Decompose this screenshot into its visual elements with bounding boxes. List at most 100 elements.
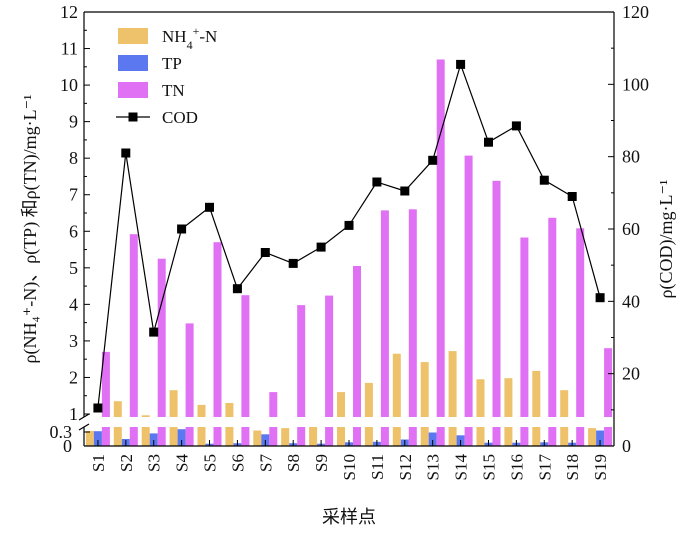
left-tick-label-10: 10: [60, 75, 78, 95]
right-tick-label-80: 80: [622, 147, 640, 167]
axis-break-mark-lower: [78, 423, 90, 431]
bar-nh4n-s7: [253, 430, 262, 446]
cod-point-s12: [400, 186, 410, 196]
x-tick-label-s16: S16: [507, 454, 526, 480]
bar-nh4n-s16: [504, 378, 513, 446]
bar-tn-s16: [520, 237, 529, 446]
x-tick-label-s2: S2: [117, 454, 136, 472]
cod-point-s3: [149, 327, 159, 337]
left-tick-label-11: 11: [61, 39, 78, 59]
legend-swatch-2: [118, 82, 148, 98]
right-tick-label-100: 100: [622, 74, 649, 94]
cod-point-s6: [232, 284, 242, 294]
axis-break-band: [85, 417, 613, 427]
cod-point-s4: [177, 224, 187, 234]
right-tick-label-40: 40: [622, 291, 640, 311]
x-tick-label-s17: S17: [535, 454, 554, 481]
bar-tp-s4: [177, 429, 186, 446]
x-axis-title: 采样点: [322, 507, 376, 527]
bar-nh4n-s8: [281, 428, 290, 446]
x-tick-label-s6: S6: [228, 454, 247, 472]
bar-nh4n-s11: [364, 382, 373, 446]
x-tick-label-s19: S19: [591, 454, 610, 480]
legend-label-2: TN: [162, 81, 185, 100]
right-axis-title: ρ(COD)/mg·L⁻¹: [656, 180, 677, 299]
x-tick-label-s12: S12: [396, 454, 415, 480]
bar-tn-s2: [129, 234, 138, 446]
bar-tp-s19: [596, 430, 605, 446]
cod-point-s13: [428, 155, 438, 165]
cod-point-s16: [511, 121, 521, 131]
left-tick-label-4: 4: [69, 294, 78, 314]
cod-point-s2: [121, 148, 131, 158]
left-tick-label-5: 5: [69, 258, 78, 278]
x-tick-label-s5: S5: [201, 454, 220, 472]
left-tick-label-6: 6: [69, 221, 78, 241]
legend-label-0-label_tail: -N: [199, 27, 217, 46]
cod-point-s10: [344, 220, 354, 230]
legend-label-0: NH4+-N: [162, 24, 217, 52]
bar-tn-s14: [464, 155, 473, 446]
x-tick-label-s10: S10: [340, 454, 359, 480]
cod-point-s15: [484, 137, 493, 147]
left-tick-label-9: 9: [69, 112, 78, 132]
x-tick-label-s7: S7: [256, 454, 275, 472]
left-tick-label-1: 1: [69, 404, 78, 424]
legend-swatch-0: [118, 28, 148, 44]
x-tick-label-s8: S8: [284, 454, 303, 472]
left-tick-label-low-0: 0: [63, 436, 72, 456]
cod-point-s19: [595, 293, 605, 303]
left-tick-label-3: 3: [69, 331, 78, 351]
bar-tn-s15: [492, 180, 501, 447]
bar-tn-s11: [380, 210, 389, 446]
x-tick-label-s14: S14: [452, 454, 471, 481]
bar-tn-s18: [576, 228, 585, 446]
bar-nh4n-s9: [309, 426, 318, 446]
legend-swatch-1: [118, 55, 148, 71]
bar-tn-s12: [408, 209, 417, 446]
x-tick-label-s9: S9: [312, 454, 331, 472]
left-tick-label-7: 7: [69, 185, 78, 205]
x-tick-label-s4: S4: [173, 454, 192, 472]
bar-nh4n-s12: [392, 353, 401, 446]
cod-point-s14: [456, 59, 466, 69]
bar-nh4n-s13: [420, 362, 429, 446]
legend-label-0-label_sup: +: [193, 24, 200, 38]
right-tick-label-60: 60: [622, 219, 640, 239]
left-axis-title: ρ(NH₄⁺-N)、ρ(TP) 和ρ(TN)/mg·L⁻¹: [20, 94, 41, 363]
right-tick-label-0: 0: [622, 436, 631, 456]
bar-tn-s5: [213, 242, 222, 446]
bar-tn-s19: [604, 348, 613, 446]
left-tick-label-2: 2: [69, 367, 78, 387]
cod-point-s8: [288, 258, 298, 268]
cod-point-s11: [372, 177, 382, 187]
legend-label-1: TP: [162, 54, 182, 73]
x-tick-label-s11: S11: [368, 454, 387, 480]
bar-tn-s6: [241, 295, 250, 446]
x-tick-label-s13: S13: [424, 454, 443, 480]
bar-nh4n-s1: [85, 431, 94, 446]
cod-point-s5: [205, 202, 214, 212]
bar-nh4n-s14: [448, 351, 457, 446]
legend-label-3: COD: [162, 108, 198, 127]
legend-label-0-label_main: NH: [162, 27, 187, 46]
bar-tn-s3: [157, 258, 166, 446]
bar-tp-s3: [149, 433, 158, 446]
bar-tn-s1: [101, 351, 110, 446]
cod-point-s9: [316, 242, 326, 252]
bar-tp-s13: [428, 432, 437, 446]
axis-break-mark-upper: [78, 413, 90, 421]
right-tick-label-20: 20: [622, 364, 640, 384]
legend-marker-cod: [128, 112, 138, 122]
bar-tn-s10: [353, 266, 361, 446]
bar-nh4n-s19: [588, 428, 597, 446]
cod-point-s7: [260, 248, 270, 257]
bar-tn-s13: [436, 59, 445, 446]
cod-point-s18: [567, 192, 577, 201]
bar-tp-s1: [93, 431, 102, 446]
left-tick-label-8: 8: [69, 148, 78, 168]
cod-point-s17: [539, 175, 549, 185]
x-tick-label-s1: S1: [89, 454, 108, 472]
